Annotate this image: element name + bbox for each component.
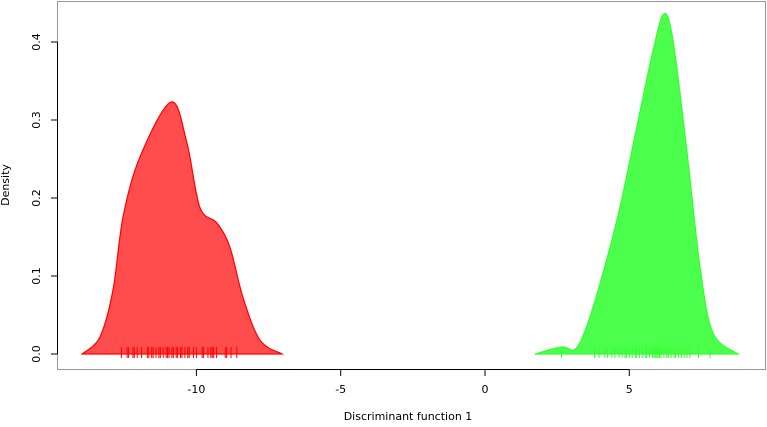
density-area-0 — [80, 101, 285, 355]
x-tick-label: -5 — [335, 383, 346, 396]
x-axis-label: Discriminant function 1 — [344, 410, 473, 423]
x-tick-label: -10 — [187, 383, 205, 396]
density-area-1 — [534, 13, 740, 355]
x-tick-label: 5 — [626, 383, 633, 396]
y-axis-label: Density — [0, 164, 12, 206]
y-tick-label: 0.0 — [30, 345, 43, 363]
y-tick-label: 0.1 — [30, 267, 43, 285]
y-tick-label: 0.2 — [30, 189, 43, 207]
series-layer — [80, 13, 740, 358]
y-tick-label: 0.4 — [30, 33, 43, 51]
axis-layer: -10 -5 0 5 0.0 0.1 0.2 0.3 0.4 — [30, 33, 633, 396]
x-tick-label: 0 — [482, 383, 489, 396]
y-tick-label: 0.3 — [30, 111, 43, 129]
